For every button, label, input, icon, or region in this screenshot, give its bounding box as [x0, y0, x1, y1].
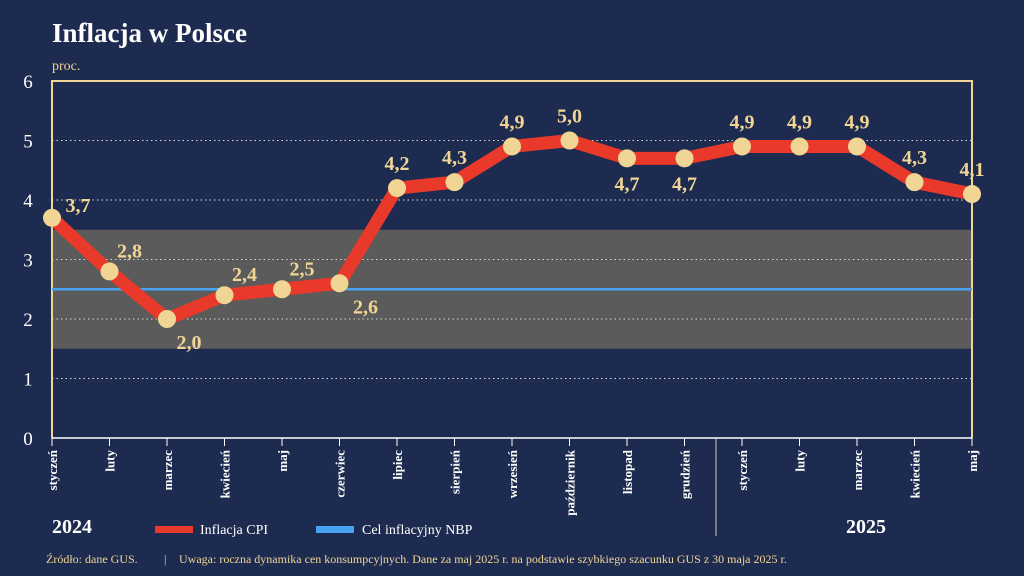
cpi-point — [560, 131, 579, 150]
cpi-point — [963, 185, 981, 204]
x-tick-label: grudzień — [678, 449, 693, 499]
cpi-point — [388, 179, 406, 198]
y-tick-label: 0 — [23, 429, 33, 450]
year-label-2025: 2025 — [846, 516, 886, 538]
cpi-data-label: 4,7 — [615, 173, 640, 195]
cpi-point — [790, 137, 809, 156]
x-tick-label: styczeń — [45, 449, 60, 490]
cpi-data-label: 3,7 — [66, 195, 91, 217]
cpi-data-label: 2,0 — [177, 332, 202, 354]
legend-swatch-target — [316, 526, 354, 533]
legend-swatch-cpi — [155, 526, 193, 533]
cpi-point — [733, 137, 751, 156]
y-tick-label: 5 — [23, 132, 33, 153]
cpi-data-label: 4,2 — [385, 153, 410, 175]
cpi-point — [43, 208, 61, 227]
chart-title: Inflacja w Polsce — [52, 18, 247, 48]
legend-label-cpi: Inflacja CPI — [200, 523, 268, 538]
cpi-data-label: 4,1 — [960, 159, 985, 181]
cpi-point — [330, 274, 349, 293]
cpi-data-label: 2,4 — [232, 264, 257, 286]
year-label-2024: 2024 — [52, 516, 92, 538]
cpi-point — [215, 286, 234, 305]
plot-frame — [51, 80, 973, 438]
footer-note: Uwaga: roczna dynamika cen konsumpcyjnyc… — [179, 552, 787, 566]
x-tick-label: kwiecień — [218, 449, 233, 498]
y-tick-label: 6 — [23, 72, 33, 93]
cpi-data-label: 4,9 — [787, 111, 812, 133]
cpi-point — [905, 173, 924, 192]
x-tick-label: marzec — [850, 450, 865, 491]
cpi-data-label: 2,8 — [117, 240, 142, 262]
legend-label-target: Cel inflacyjny NBP — [362, 523, 473, 538]
footer-source: Źródło: dane GUS. — [46, 552, 138, 566]
cpi-point — [675, 149, 694, 168]
x-tick-label: lipiec — [390, 450, 405, 480]
y-tick-label: 2 — [23, 310, 33, 331]
x-tick-label: luty — [103, 450, 118, 472]
cpi-point — [273, 280, 291, 299]
footer-separator: | — [164, 552, 166, 566]
x-tick-label: marzec — [160, 450, 175, 491]
cpi-data-label: 5,0 — [557, 106, 582, 128]
cpi-data-label: 4,3 — [442, 147, 467, 169]
cpi-point — [618, 149, 636, 168]
y-tick-label: 3 — [23, 251, 33, 272]
y-tick-label: 1 — [23, 370, 33, 391]
cpi-data-label: 4,7 — [672, 173, 697, 195]
cpi-data-label: 4,9 — [730, 111, 755, 133]
cpi-data-label: 4,9 — [500, 111, 525, 133]
cpi-point — [503, 137, 521, 156]
x-tick-label: maj — [275, 450, 290, 472]
x-tick-label: czerwiec — [333, 450, 348, 498]
x-tick-label: sierpień — [448, 449, 463, 494]
x-tick-label: luty — [793, 450, 808, 472]
cpi-data-label: 2,6 — [353, 296, 378, 318]
y-tick-label: 4 — [23, 191, 33, 212]
y-axis-unit: proc. — [52, 59, 80, 74]
cpi-point — [848, 137, 866, 156]
cpi-point — [158, 310, 176, 328]
x-tick-label: listopad — [620, 449, 635, 494]
x-tick-label: maj — [965, 450, 980, 472]
cpi-data-label: 4,9 — [845, 111, 870, 133]
cpi-data-label: 2,5 — [290, 258, 315, 280]
x-tick-label: październik — [563, 449, 578, 515]
x-tick-label: wrzesień — [505, 449, 520, 498]
cpi-data-label: 4,3 — [902, 147, 927, 169]
cpi-point — [445, 173, 464, 192]
cpi-point — [100, 262, 119, 281]
x-tick-label: kwiecień — [908, 449, 923, 498]
x-tick-label: styczeń — [735, 449, 750, 490]
